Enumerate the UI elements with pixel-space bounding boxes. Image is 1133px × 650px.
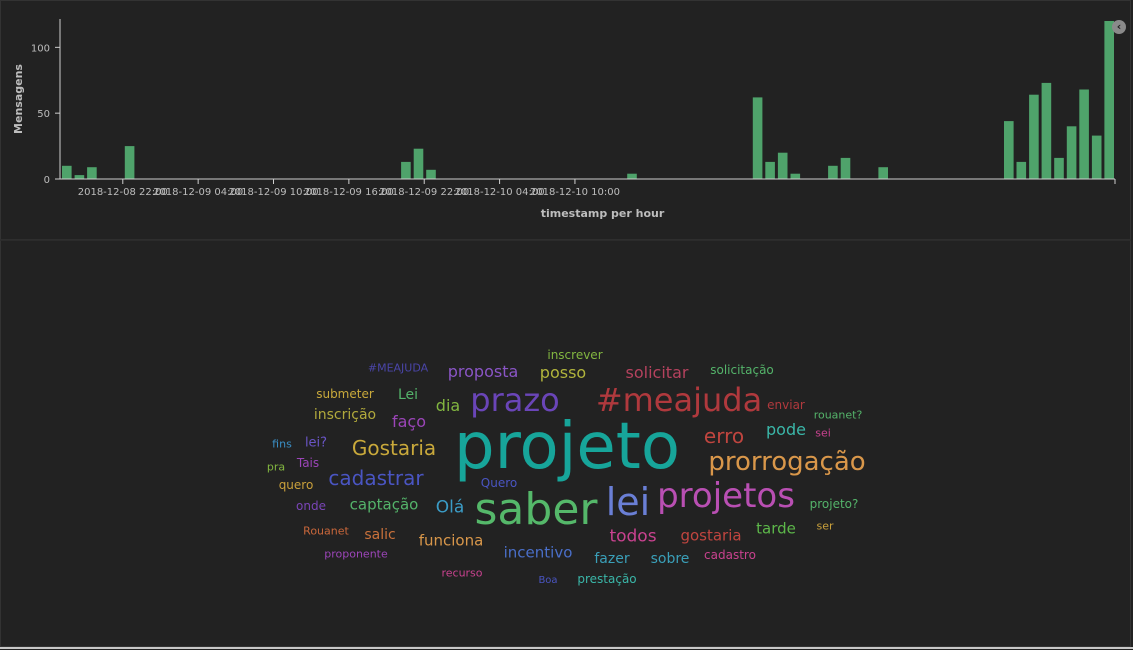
word-cloud-term[interactable]: dia [435, 396, 461, 415]
bar [426, 169, 436, 179]
bar [1004, 121, 1014, 179]
word-cloud-term[interactable]: inscrever [547, 348, 603, 362]
word-cloud-term[interactable]: erro [703, 424, 745, 448]
bar [828, 165, 838, 179]
word-cloud-term[interactable]: Rouanet [303, 524, 349, 538]
word-cloud-term[interactable]: projetos [657, 476, 795, 516]
word-cloud-term[interactable]: cadastrar [328, 466, 424, 490]
word-cloud-term[interactable]: gostaria [680, 526, 742, 545]
bar [790, 173, 801, 179]
chevron-left-icon[interactable]: ‹ [1112, 20, 1126, 34]
word-cloud-term[interactable]: funciona [418, 531, 484, 550]
x-tick-label: 2018-12-09 16:00 [304, 187, 394, 198]
x-tick-label: 2018-12-09 10:00 [228, 187, 318, 198]
bar [413, 148, 424, 179]
word-cloud-term[interactable]: fins [272, 437, 292, 451]
bar [752, 97, 763, 179]
bar [777, 152, 788, 179]
x-tick-label: 2018-12-10 10:00 [530, 187, 620, 198]
word-cloud-term[interactable]: projeto [453, 410, 681, 484]
bar [124, 146, 135, 179]
y-tick-label: 0 [44, 175, 50, 186]
word-cloud-term[interactable]: sei [815, 426, 831, 440]
word-cloud-term[interactable]: Olá [435, 497, 465, 518]
bar [878, 167, 888, 179]
word-cloud-term[interactable]: fazer [594, 551, 630, 567]
bar [401, 161, 411, 179]
bar [87, 167, 97, 179]
word-cloud-term[interactable]: quero [278, 478, 314, 492]
word-cloud-term[interactable]: lei? [304, 435, 328, 451]
word-cloud-term[interactable]: prestação [577, 572, 637, 586]
bar [627, 173, 637, 179]
word-cloud-term[interactable]: Quero [480, 476, 518, 490]
word-cloud-term[interactable]: prorrogação [708, 447, 866, 477]
word-cloud-term[interactable]: #MEAJUDA [367, 361, 429, 375]
y-tick-label: 100 [31, 43, 50, 54]
bar [1066, 126, 1077, 179]
bottom-border [0, 647, 1133, 649]
word-cloud-term[interactable]: enviar [767, 398, 805, 412]
x-tick-label: 2018-12-10 04:00 [455, 187, 545, 198]
bar [74, 175, 85, 179]
y-tick-label: 50 [37, 109, 50, 120]
word-cloud-panel: projeto saber lei projetos #meajuda prazo pror… [0, 240, 1131, 647]
word-cloud-term[interactable]: Boa [538, 575, 558, 586]
word-cloud-term[interactable]: #meajuda [595, 381, 763, 419]
word-cloud-term[interactable]: incentivo [503, 543, 573, 562]
word-cloud-term[interactable]: posso [539, 363, 587, 382]
word-cloud-term[interactable]: inscrição [313, 407, 377, 423]
x-tick-label: 2018-12-09 22:00 [379, 187, 469, 198]
word-cloud-term[interactable]: rouanet? [813, 408, 863, 422]
bar [1091, 135, 1102, 179]
bar [840, 157, 851, 179]
word-cloud-term[interactable]: Tais [296, 456, 320, 470]
word-cloud-term[interactable]: projeto? [809, 497, 859, 511]
word-cloud-term[interactable]: Lei [397, 387, 419, 403]
word-cloud-term[interactable]: solicitação [710, 363, 774, 377]
word-cloud-term[interactable]: ser [816, 519, 834, 533]
word-cloud-term[interactable]: recurso [441, 566, 483, 580]
word-cloud-term[interactable]: salic [364, 527, 396, 543]
word-cloud-term[interactable]: faço [391, 412, 427, 431]
word-cloud-term[interactable]: prazo [470, 381, 560, 419]
bar [62, 165, 72, 179]
bar [1104, 21, 1114, 179]
word-cloud-term[interactable]: proponente [324, 547, 388, 561]
x-tick-label: 2018-12-08 22:00 [78, 187, 168, 198]
word-cloud-term[interactable]: tarde [756, 519, 796, 538]
word-cloud-term[interactable]: onde [296, 499, 326, 513]
word-cloud-term[interactable]: sobre [650, 551, 690, 567]
word-cloud-term[interactable]: proposta [447, 362, 519, 381]
x-axis-title: timestamp per hour [541, 207, 665, 220]
y-axis-title: Mensagens [12, 64, 25, 134]
x-tick-label: 2018-12-09 04:00 [153, 187, 243, 198]
word-cloud-term[interactable]: solicitar [625, 363, 689, 382]
bar [1054, 157, 1064, 179]
bar [1016, 161, 1027, 179]
word-cloud-term[interactable]: captação [349, 495, 419, 514]
word-cloud-term[interactable]: pra [266, 460, 286, 474]
word-cloud-term[interactable]: cadastro [704, 548, 756, 562]
word-cloud-term[interactable]: pode [766, 420, 806, 439]
word-cloud-term[interactable]: lei [605, 480, 651, 524]
word-cloud-term[interactable]: saber [474, 484, 598, 535]
bar [765, 161, 775, 179]
histogram-panel: 0 50 100 2018-12-08 22:00 2018-12-09 04:00 20… [0, 0, 1131, 240]
bar [1041, 82, 1052, 179]
word-cloud-term[interactable]: Gostaria [351, 436, 437, 460]
word-cloud-term[interactable]: submeter [316, 387, 374, 401]
bar [1029, 94, 1039, 179]
word-cloud-term[interactable]: todos [609, 526, 657, 547]
bar [1079, 89, 1089, 179]
